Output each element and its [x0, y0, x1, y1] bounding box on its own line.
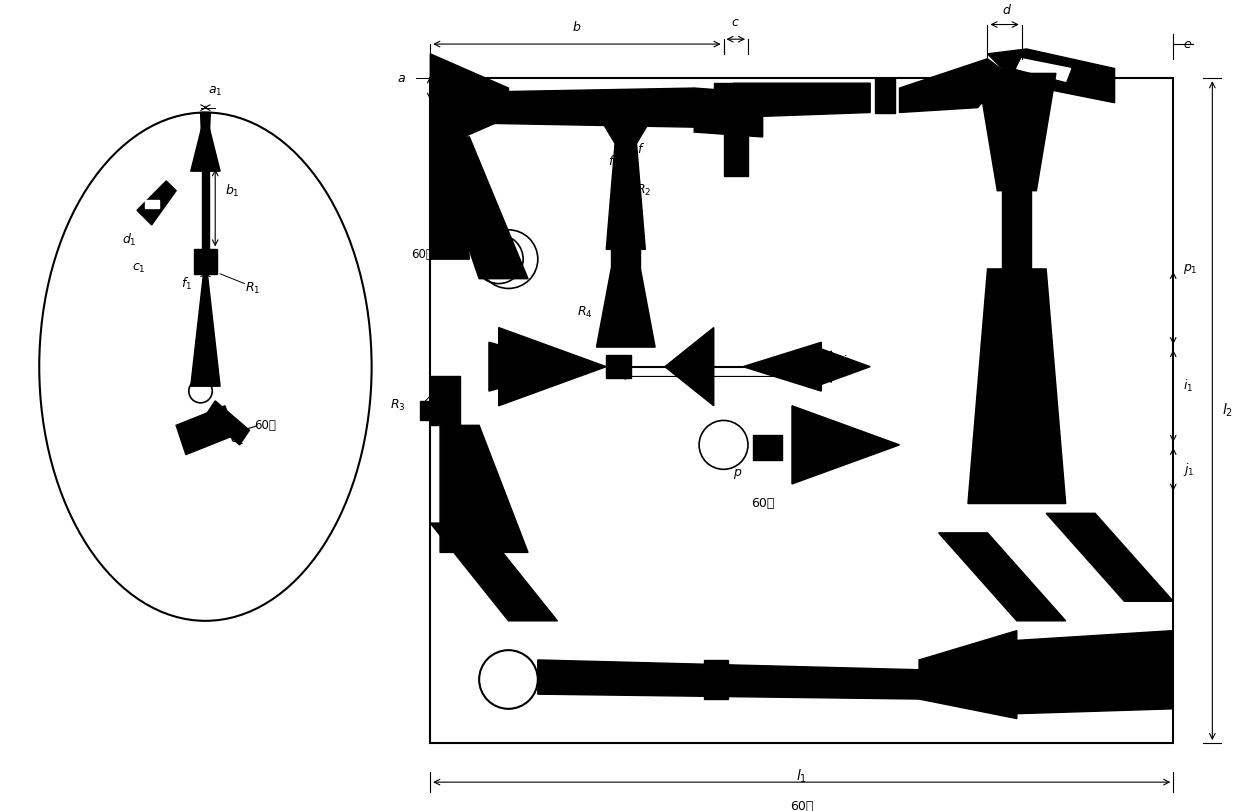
Text: 60度: 60度: [254, 418, 277, 431]
Polygon shape: [743, 342, 821, 391]
Text: $f_1$: $f_1$: [181, 276, 192, 292]
Polygon shape: [719, 118, 753, 152]
Text: $a_1$: $a_1$: [208, 84, 223, 98]
Polygon shape: [430, 88, 694, 127]
Text: $l_2$: $l_2$: [1223, 402, 1234, 419]
Text: 60度: 60度: [790, 800, 813, 811]
Text: $j$: $j$: [841, 358, 848, 375]
Bar: [611, 249, 640, 269]
Bar: [145, 200, 160, 208]
Text: 60度: 60度: [751, 497, 774, 510]
Polygon shape: [176, 406, 234, 455]
Text: $c$: $c$: [730, 16, 739, 29]
Polygon shape: [191, 113, 219, 171]
Text: $j_1$: $j_1$: [1183, 461, 1194, 478]
Text: $R_2$: $R_2$: [636, 183, 651, 198]
Text: $c_1$: $c_1$: [133, 263, 146, 276]
Bar: [704, 660, 728, 699]
Polygon shape: [939, 533, 1065, 621]
Polygon shape: [596, 113, 655, 161]
Bar: [606, 355, 631, 379]
Polygon shape: [440, 425, 528, 552]
Polygon shape: [968, 269, 1065, 504]
Polygon shape: [1017, 631, 1173, 714]
Bar: [875, 79, 894, 113]
Text: $p$: $p$: [733, 467, 743, 481]
Polygon shape: [206, 401, 249, 445]
Text: $R_1$: $R_1$: [244, 281, 260, 296]
Text: $i_1$: $i_1$: [1183, 378, 1193, 394]
Bar: [430, 376, 460, 425]
Polygon shape: [919, 631, 1017, 719]
Polygon shape: [694, 88, 763, 137]
Bar: [193, 249, 217, 274]
Text: $e_1$: $e_1$: [229, 433, 244, 447]
Text: $a$: $a$: [397, 72, 405, 85]
Text: 60度: 60度: [410, 247, 433, 261]
Polygon shape: [977, 74, 1056, 191]
Bar: [420, 401, 450, 420]
Text: $e$: $e$: [1183, 37, 1192, 50]
Bar: [430, 79, 1173, 743]
Text: $g$: $g$: [513, 350, 523, 364]
Polygon shape: [201, 113, 211, 181]
Text: $f$: $f$: [637, 143, 645, 157]
Polygon shape: [430, 132, 470, 260]
Polygon shape: [899, 58, 1007, 113]
Bar: [1002, 191, 1032, 269]
Text: $j$: $j$: [841, 354, 848, 371]
Bar: [714, 84, 733, 122]
Text: $f$: $f$: [608, 154, 616, 169]
Polygon shape: [498, 328, 606, 406]
Polygon shape: [430, 523, 557, 621]
Polygon shape: [665, 328, 714, 406]
Polygon shape: [538, 660, 919, 699]
Text: $d_1$: $d_1$: [123, 231, 136, 247]
Polygon shape: [606, 132, 645, 249]
Polygon shape: [987, 49, 1115, 103]
Text: $R_4$: $R_4$: [577, 306, 593, 320]
Text: $l_1$: $l_1$: [796, 767, 807, 785]
Polygon shape: [1047, 513, 1173, 601]
Polygon shape: [191, 274, 219, 386]
Polygon shape: [596, 269, 655, 347]
Polygon shape: [430, 54, 508, 152]
Polygon shape: [792, 406, 899, 484]
Polygon shape: [733, 84, 870, 118]
Bar: [792, 355, 816, 379]
Text: $R_3$: $R_3$: [391, 398, 405, 414]
Bar: [724, 122, 748, 176]
Text: $g_1$: $g_1$: [959, 76, 973, 90]
Text: $p_1$: $p_1$: [1183, 262, 1198, 276]
Polygon shape: [816, 347, 870, 386]
Text: $d$: $d$: [1002, 2, 1012, 17]
Polygon shape: [489, 342, 577, 391]
Polygon shape: [1017, 58, 1070, 81]
Polygon shape: [430, 161, 508, 249]
Polygon shape: [202, 166, 210, 249]
Text: $b$: $b$: [572, 20, 582, 34]
Bar: [753, 435, 782, 460]
Polygon shape: [136, 181, 176, 225]
Text: $b_1$: $b_1$: [224, 182, 239, 199]
Text: $i$: $i$: [702, 386, 707, 400]
Polygon shape: [430, 137, 528, 279]
